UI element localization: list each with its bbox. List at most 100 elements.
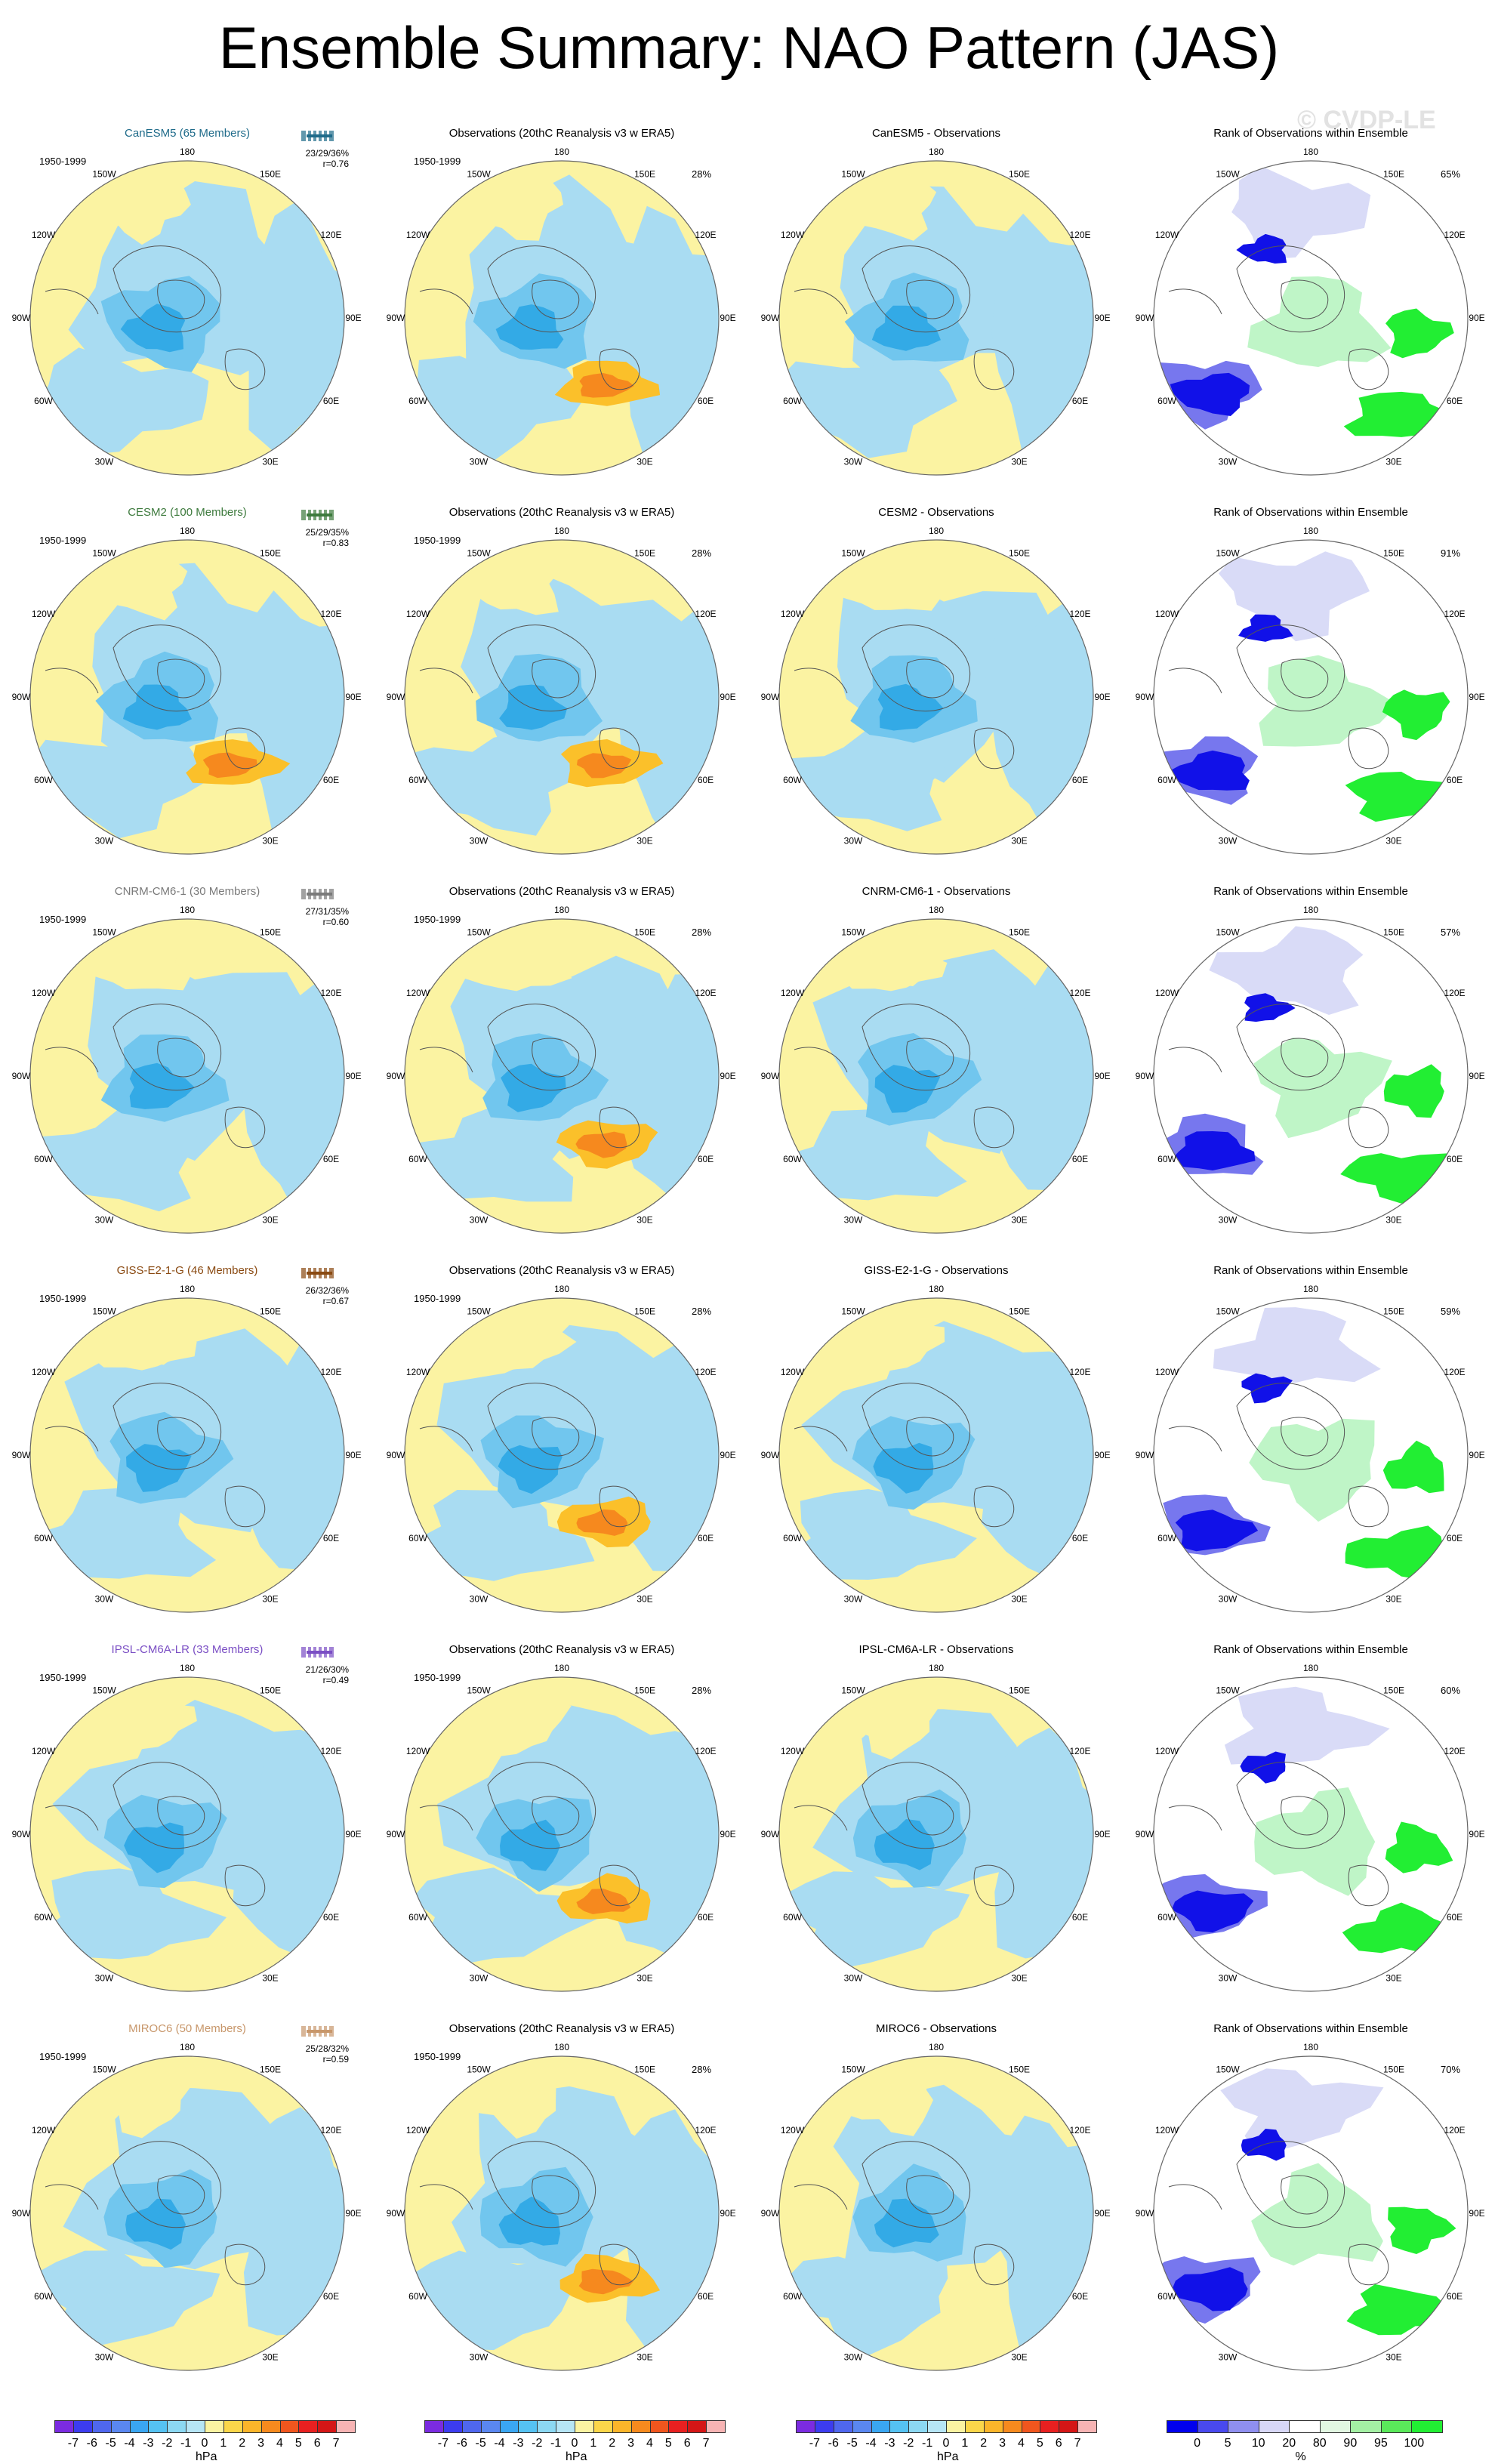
colorbar-swatch: [317, 2420, 338, 2433]
longitude-label: 120W: [781, 609, 805, 619]
longitude-label: 150W: [92, 169, 116, 180]
rank-high-region: [1385, 308, 1454, 359]
longitude-label: 30W: [844, 1973, 863, 1984]
coastline: [224, 1485, 266, 1528]
coastline: [113, 1762, 222, 1849]
polar-map: 180 150W 150E 120W 120E 90W 90E 60W 60E 30W 30E 0: [12, 1663, 362, 1997]
rank-low-region: [1171, 1890, 1254, 1933]
colorbar-tick-label: 3: [257, 2437, 265, 2450]
rank-low-region: [1175, 1510, 1259, 1552]
coastline: [45, 1426, 99, 1452]
period-label: 1950-1999: [414, 2051, 461, 2062]
longitude-label: 90W: [387, 2208, 405, 2219]
longitude-label: 30E: [262, 457, 278, 467]
colorbar-unit: hPa: [196, 2450, 217, 2463]
longitude-label: 60W: [34, 396, 53, 406]
longitude-label: 90W: [1136, 1450, 1154, 1460]
map-panel-IPSL-CM6A-LR-rank: Rank of Observations within Ensemble 60% 1…: [1124, 1619, 1498, 1997]
longitude-label: 120W: [1155, 609, 1179, 619]
negative-anomaly-region: [614, 2109, 719, 2351]
longitude-label: 150E: [1009, 169, 1030, 180]
longitude-label: 60E: [1072, 1154, 1088, 1164]
positive-anomaly-region: [834, 549, 942, 611]
longitude-label: 90E: [1094, 1071, 1110, 1081]
coastline: [1281, 279, 1329, 319]
positive-anomaly-region: [90, 1309, 197, 1371]
longitude-label: 90W: [1136, 2208, 1154, 2219]
longitude-label: 120E: [320, 988, 341, 998]
coastline: [113, 1383, 222, 1470]
longitude-label: 60W: [783, 1154, 802, 1164]
positive-core-strong: [576, 1509, 628, 1536]
colorbar-swatch: [1228, 2420, 1259, 2433]
map-boundary: [778, 2055, 1094, 2371]
colorbar-tick-label: 0: [942, 2437, 950, 2450]
coastline: [906, 279, 954, 319]
longitude-label: 120W: [32, 609, 56, 619]
rank-pct: 70%: [1441, 2064, 1461, 2075]
colorbar-tick-label: 6: [1055, 2437, 1062, 2450]
map-boundary: [1153, 1676, 1469, 1992]
longitude-label: 60E: [1072, 1533, 1088, 1543]
map-panel-CanESM5-rank: Rank of Observations within Ensemble 65% 1…: [1124, 103, 1498, 480]
positive-anomaly-region: [85, 928, 191, 991]
colorbar-swatch: [668, 2420, 689, 2433]
longitude-label: 120E: [1069, 1367, 1090, 1377]
longitude-label: 90W: [1136, 1071, 1154, 1081]
negative-core-strong: [873, 1442, 934, 1494]
longitude-label: 90W: [387, 1450, 405, 1460]
variance-pct: 25/28/32%: [305, 2043, 349, 2054]
period-label: 1950-1999: [39, 535, 87, 546]
map-boundary: [404, 1676, 720, 1992]
longitude-label: 30W: [470, 1215, 489, 1226]
longitude-label: 120E: [695, 1746, 716, 1756]
polar-map: 180 150W 150E 120W 120E 90W 90E 60W 60E 30W 30E 0: [1136, 526, 1485, 859]
colorbar-tick-label: 5: [664, 2437, 672, 2450]
coastline: [1348, 727, 1389, 769]
longitude-label: 90W: [12, 2208, 31, 2219]
positive-anomaly-region: [468, 1690, 572, 1757]
longitude-label: 60E: [1072, 1912, 1088, 1923]
longitude-label: 30W: [470, 1594, 489, 1605]
longitude-label: 0: [559, 479, 565, 480]
polar-map: 180 150W 150E 120W 120E 90W 90E 60W 60E 30W 30E 0: [12, 146, 362, 480]
longitude-label: 60W: [408, 1912, 427, 1923]
colorbar-tick-label: -6: [86, 2437, 97, 2450]
longitude-label: 90E: [720, 1450, 735, 1460]
longitude-label: 120E: [695, 1367, 716, 1377]
positive-anomaly-region: [843, 2063, 933, 2136]
colorbar-tick-label: -2: [162, 2437, 173, 2450]
longitude-label: 180: [554, 146, 569, 157]
colorbar-tick-label: 7: [332, 2437, 340, 2450]
coastline: [1168, 1426, 1222, 1452]
negative-anomaly-region: [991, 213, 1093, 469]
longitude-label: 60E: [1447, 775, 1463, 785]
colorbar-swatch: [852, 2420, 872, 2433]
longitude-label: 150E: [1383, 1685, 1404, 1696]
colorbar-tick-label: 4: [276, 2437, 283, 2450]
longitude-label: 90W: [1136, 1829, 1154, 1840]
pattern-correlation: r=0.60: [322, 917, 349, 927]
map-panel-GISS-E2-1-G-diff: GISS-E2-1-G - Observations 180 150W 150E 120…: [749, 1240, 1124, 1617]
coastline: [45, 1047, 99, 1073]
colorbar-swatch: [796, 2420, 815, 2433]
longitude-label: 150E: [260, 548, 281, 559]
longitude-label: 90E: [1469, 692, 1484, 702]
coastline: [157, 1796, 205, 1836]
rank-pct: 65%: [1441, 168, 1461, 180]
map-panel-GISS-E2-1-G-obs: Observations (20thC Reanalysis v3 w ERA5…: [374, 1240, 749, 1617]
polar-map: 180 150W 150E 120W 120E 90W 90E 60W 60E 30W 30E 0: [761, 526, 1111, 859]
longitude-label: 60E: [1447, 1533, 1463, 1543]
coastline: [1281, 658, 1329, 698]
page-title: Ensemble Summary: NAO Pattern (JAS): [218, 14, 1280, 81]
coastline: [532, 2175, 580, 2215]
longitude-label: 150W: [92, 548, 116, 559]
coastline: [599, 348, 640, 390]
map-panel-CNRM-CM6-1-obs: Observations (20thC Reanalysis v3 w ERA5…: [374, 861, 749, 1238]
coastline: [224, 727, 266, 769]
longitude-label: 30W: [844, 1215, 863, 1226]
negative-core-strong: [498, 2196, 560, 2246]
positive-anomaly-region: [465, 2068, 558, 2139]
longitude-label: 60W: [783, 2291, 802, 2302]
longitude-label: 90E: [720, 313, 735, 323]
